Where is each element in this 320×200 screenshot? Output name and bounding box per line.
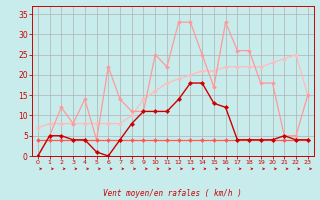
Text: Vent moyen/en rafales ( km/h ): Vent moyen/en rafales ( km/h ) <box>103 189 242 198</box>
